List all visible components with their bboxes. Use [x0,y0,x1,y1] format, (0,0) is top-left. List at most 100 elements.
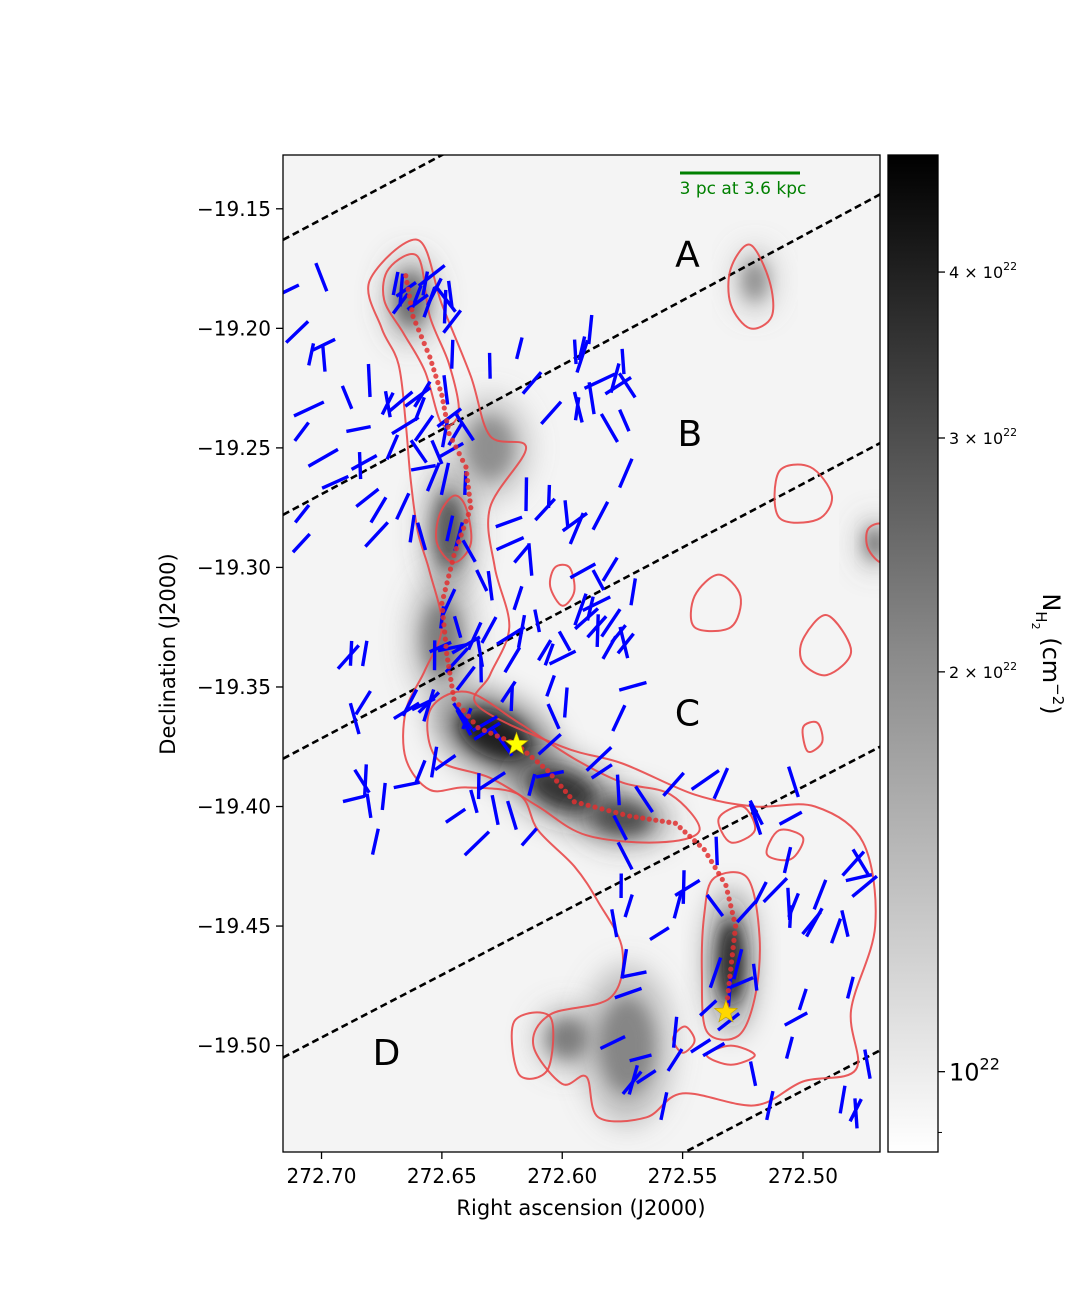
density-contour [765,828,805,862]
polarization-vector [307,447,339,468]
polarization-vector [610,624,627,644]
polarization-vector [577,336,587,361]
polarization-vector [548,649,577,666]
region-label: C [675,694,700,735]
polarization-vector [829,918,843,944]
polarization-vector [805,907,824,938]
spine-point [464,477,471,484]
polarization-vector [591,501,610,531]
polarization-vector [452,615,463,639]
polarization-vector [480,616,498,644]
polarization-vector [690,769,720,791]
polarization-vector [452,702,474,730]
spine-point [424,347,430,353]
polarization-vector [429,746,439,778]
polarization-vector [762,876,789,904]
polarization-vector [786,887,792,921]
spine-point [407,300,414,306]
polarization-vector [712,767,730,800]
polarization-vector [585,596,595,621]
region-labels: A B C D [373,235,703,1075]
spine-point [418,334,425,340]
region-boundary-line [686,1049,880,1152]
polarization-vector [515,337,524,360]
polarization-vector [841,850,866,877]
colorbar-gradient [888,155,938,1152]
spine-point [443,643,449,649]
spine-point [729,909,735,916]
polarization-vector [291,532,312,554]
spine-point [659,818,665,824]
polarization-vector [534,497,557,522]
polarization-vector [401,688,419,717]
polarization-vector [753,881,768,905]
scale-bar: 3 pc at 3.6 kpc [680,171,806,199]
density-contour [510,1011,555,1080]
polarization-vector [446,280,454,307]
polarization-vector [391,292,410,315]
polarization-vector [410,463,436,472]
spine-point [453,546,459,552]
y-tick-label: −19.20 [197,316,271,340]
polarization-vector [545,674,556,697]
spine-point [729,952,735,958]
polarization-vector [314,262,329,292]
polarization-vector [838,1085,847,1114]
spine-point [687,833,693,840]
star-marker [713,999,739,1023]
spine-point [449,683,455,689]
spine-point [403,273,409,279]
density-contour [727,243,775,330]
spine-point [696,842,703,848]
spine-point [468,505,474,511]
spine-point [592,804,598,810]
x-tick-label: 272.70 [287,1164,357,1188]
polarization-vector [355,487,380,508]
spine-point [451,696,457,702]
polarization-vector [436,407,463,428]
region-label: D [373,1033,401,1074]
polarization-vector [434,754,457,772]
spine-point [719,876,725,883]
polarization-vector [395,492,411,521]
polarization-vector [812,879,828,911]
polarization-vector [851,848,870,876]
spine-point [458,532,464,538]
polarization-vector [623,894,634,918]
polarization-vector [611,704,627,732]
colorbar: 1022 2 × 1022 3 × 1022 4 × 1022 NH2 (cm−2) [887,154,1067,1153]
polarization-vector [357,451,363,480]
polarization-vector [635,1069,657,1085]
spine-point [732,930,738,936]
polarization-vector [535,769,565,779]
density-clump [600,997,655,1094]
spine-point [732,923,739,929]
polarization-vector [698,999,718,1017]
spine-point [421,340,427,347]
density-contour [548,563,576,607]
star-markers [504,731,739,1023]
polarization-vector [572,339,578,365]
spine-point [494,733,500,739]
spine-point [451,552,457,559]
spine-point [723,882,729,889]
polarization-vector [500,680,517,704]
polarization-vector [568,512,585,545]
polarization-vector [612,814,628,841]
density-contour [426,690,701,844]
x-tick-label: 272.60 [527,1164,597,1188]
polarization-vector [573,593,588,626]
column-density-image [384,248,880,1127]
polarization-vector [360,640,369,667]
polarization-vector [350,454,378,471]
polarization-vector [604,375,632,396]
filament-spine [403,273,739,1008]
spine-point [554,778,560,784]
spine-point [724,995,731,1001]
colorbar-tick-label: 4 × 1022 [949,260,1017,282]
spine-point [447,670,453,676]
polarization-vector [562,687,569,718]
polarization-vector [672,890,684,919]
polarization-vector [575,339,590,374]
